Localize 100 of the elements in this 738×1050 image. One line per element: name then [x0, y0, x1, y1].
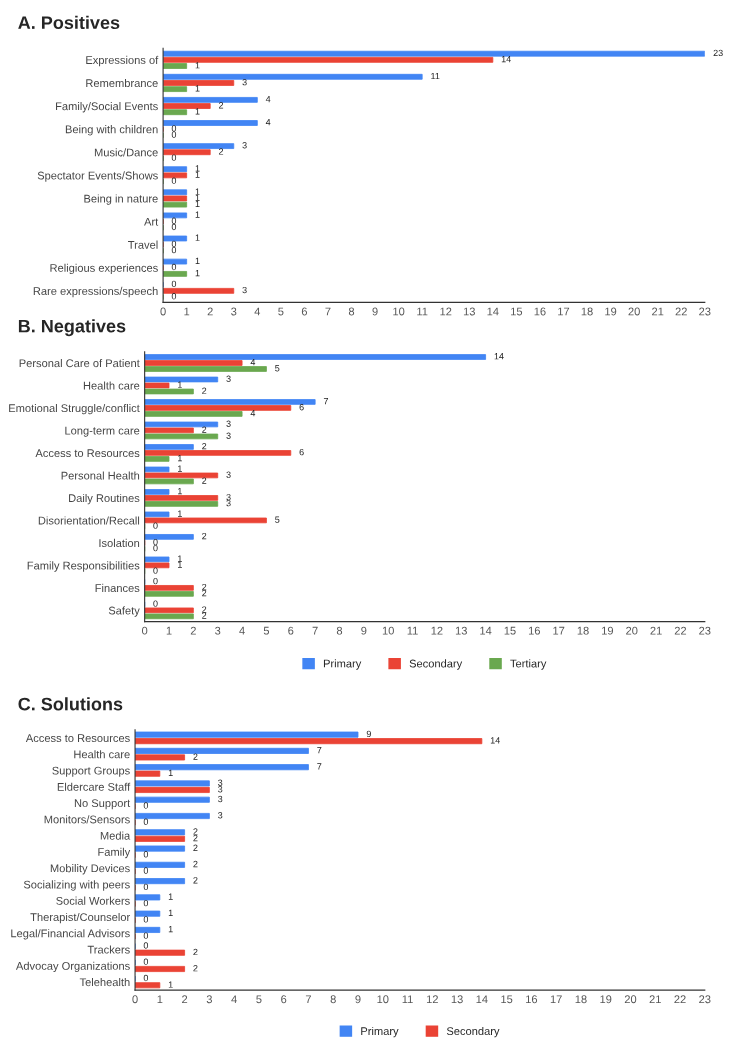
data-label: 2 [202, 612, 207, 619]
bar [163, 201, 188, 208]
data-label: 0 [143, 916, 149, 923]
data-label: 1 [168, 926, 173, 933]
bar [144, 354, 487, 360]
x-tick-label: 8 [330, 995, 336, 1004]
y-tick-label: Legal/Financial Advisors [11, 929, 130, 940]
data-label: 1 [178, 510, 182, 517]
y-tick-label: Trackers [87, 945, 130, 954]
bar [135, 780, 210, 787]
bar [144, 478, 194, 485]
data-label: 11 [431, 72, 440, 80]
x-tick-label: 10 [393, 307, 405, 316]
data-label: 4 [250, 359, 256, 366]
x-tick-label: 22 [674, 995, 686, 1004]
bar [135, 829, 186, 836]
data-label: 14 [494, 353, 504, 360]
data-label: 1 [195, 171, 200, 178]
data-label: 3 [226, 375, 231, 382]
bar [135, 770, 161, 777]
x-tick-label: 0 [132, 995, 138, 1004]
bar [163, 172, 188, 179]
data-label: 1 [195, 62, 200, 69]
bar [144, 399, 316, 405]
bar [163, 73, 423, 80]
x-tick-label: 7 [312, 626, 318, 635]
x-tick-label: 10 [377, 995, 389, 1004]
y-tick-label: Music/Dance [94, 148, 158, 157]
data-label: 1 [195, 211, 200, 218]
data-label: 0 [153, 567, 158, 574]
bar [135, 747, 309, 754]
x-tick-label: 21 [652, 307, 664, 316]
chart-title: A. Positives [18, 15, 120, 30]
bar [163, 63, 188, 69]
bar [144, 562, 170, 569]
data-label: 4 [250, 410, 256, 417]
data-label: 0 [143, 974, 149, 982]
x-tick-label: 9 [361, 626, 367, 635]
x-tick-label: 14 [487, 307, 499, 316]
y-tick-label: Spectator Events/Shows [37, 171, 158, 182]
y-tick-label: Daily Routines [69, 493, 140, 505]
bar [163, 235, 188, 242]
x-tick-label: 12 [431, 626, 443, 635]
x-tick-label: 21 [649, 995, 661, 1004]
data-label: 5 [275, 516, 280, 523]
x-tick-label: 5 [263, 626, 270, 635]
bar [135, 982, 161, 989]
data-label: 1 [168, 981, 173, 988]
data-label: 2 [193, 753, 198, 760]
data-label: 0 [171, 125, 177, 132]
x-tick-label: 2 [190, 626, 196, 635]
x-tick-label: 13 [455, 626, 467, 635]
data-label: 14 [490, 737, 500, 744]
y-tick-label: Therapist/Counselor [30, 912, 131, 924]
y-tick-label: Being with children [65, 125, 158, 136]
bar [135, 845, 186, 852]
data-label: 1 [195, 194, 200, 201]
data-label: 14 [501, 55, 511, 63]
x-tick-label: 7 [325, 307, 331, 316]
y-tick-label: Health care [74, 750, 130, 759]
data-label: 2 [193, 834, 198, 842]
y-tick-label: Telehealth [79, 977, 130, 987]
x-tick-label: 18 [581, 307, 593, 316]
bar [163, 287, 235, 294]
data-label: 0 [153, 577, 158, 585]
y-tick-label: Disorientation/Recall [38, 516, 140, 525]
x-tick-label: 23 [699, 307, 711, 316]
data-label: 0 [171, 223, 177, 231]
x-tick-label: 1 [157, 995, 163, 1004]
x-tick-label: 0 [160, 307, 166, 316]
bar [163, 120, 258, 126]
bar [135, 910, 161, 917]
data-label: 0 [143, 932, 149, 939]
x-tick-label: 10 [382, 626, 394, 635]
data-label: 0 [143, 867, 149, 874]
x-tick-label: 12 [426, 995, 438, 1004]
bar [144, 366, 267, 372]
bar [144, 360, 243, 366]
data-label: 1 [168, 893, 173, 900]
y-tick-label: Health care [83, 381, 140, 390]
bar [144, 376, 219, 383]
bar [163, 271, 188, 277]
chart-title: B. Negatives [18, 319, 126, 337]
bar [144, 421, 219, 428]
data-label: 23 [713, 49, 723, 57]
bar [144, 456, 170, 462]
bar [144, 444, 194, 450]
data-label: 2 [193, 860, 198, 868]
data-label: 1 [195, 108, 200, 115]
x-tick-label: 4 [231, 995, 237, 1004]
y-tick-label: Mobility Devices [50, 864, 130, 875]
x-tick-label: 20 [626, 626, 638, 635]
x-tick-label: 13 [451, 995, 463, 1004]
x-tick-label: 15 [511, 307, 523, 316]
data-label: 0 [153, 522, 158, 529]
x-tick-label: 11 [417, 307, 428, 316]
y-tick-label: Support Groups [52, 766, 130, 777]
data-label: 1 [195, 85, 200, 92]
x-tick-label: 15 [504, 626, 516, 635]
x-tick-label: 17 [558, 307, 570, 316]
